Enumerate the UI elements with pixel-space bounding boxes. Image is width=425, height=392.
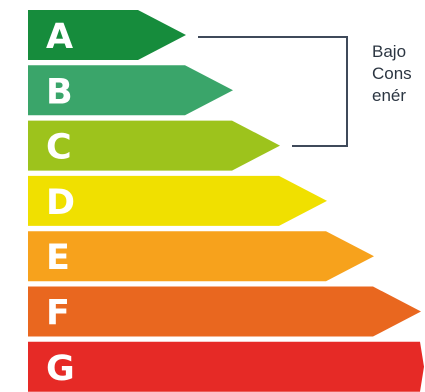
band-c-label: C (46, 128, 72, 168)
band-f-arrow (28, 286, 421, 337)
band-d-arrow (28, 175, 327, 226)
label-line-3: enér (372, 86, 407, 105)
band-e-arrow (28, 231, 374, 282)
low-consumption-bracket (198, 36, 348, 147)
band-a-arrow (28, 10, 186, 60)
band-g-label: G (46, 349, 75, 389)
band-g-arrow (28, 341, 424, 392)
band-a-label: A (46, 17, 73, 57)
band-d-label: D (46, 183, 75, 223)
band-b-label: B (46, 72, 73, 112)
band-e-label: E (46, 238, 70, 278)
band-f-label: F (46, 294, 70, 334)
low-consumption-label: Bajo Cons enér (372, 41, 425, 107)
band-c-arrow (28, 120, 280, 171)
label-line-1: Bajo (372, 42, 407, 61)
band-b-arrow (28, 65, 233, 116)
label-line-2: Cons (372, 64, 412, 83)
